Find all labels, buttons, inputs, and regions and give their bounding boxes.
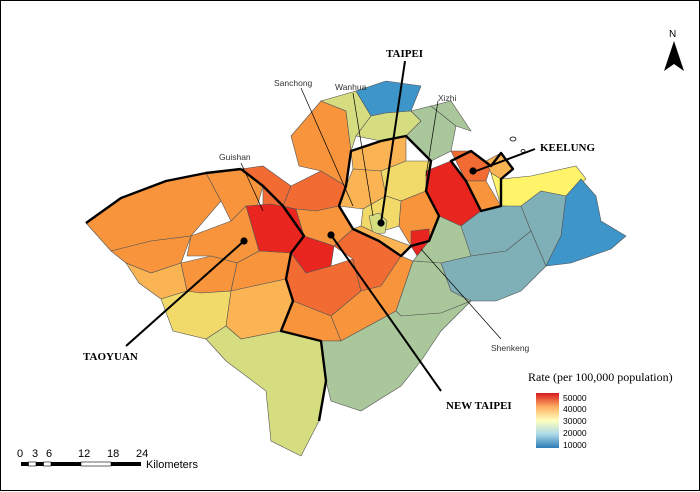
scale-segment: [51, 462, 81, 466]
district-polygon: [320, 300, 472, 412]
legend-tick: 40000: [563, 404, 587, 414]
legend: Rate (per 100,000 population) 50000 4000…: [528, 370, 673, 450]
city-label-taoyuan: TAOYUAN: [83, 351, 138, 363]
legend-colorbar: [536, 393, 559, 448]
leader-newtaipei: [330, 234, 442, 392]
legend-tick: 10000: [563, 440, 587, 450]
city-point-keelung: [469, 167, 477, 175]
district-label-xizhi: Xizhi: [438, 93, 457, 103]
leader-wanhua: [352, 92, 374, 217]
scale-segment: [80, 461, 112, 467]
scale-tick-label: 18: [107, 448, 119, 460]
city-point-taoyuan: [240, 237, 248, 245]
scale-tick-label: 0: [17, 448, 23, 460]
boundary-keelung: [449, 149, 515, 213]
leader-taipei: [380, 60, 406, 224]
legend-title: Rate (per 100,000 population): [528, 370, 673, 384]
scale-segment: [21, 462, 29, 466]
scale-segment: [43, 461, 52, 467]
district-polygon: [180, 255, 238, 294]
leader-xizhi: [425, 100, 439, 177]
legend-tick: 50000: [563, 393, 587, 403]
scale-tick-label: 6: [46, 448, 52, 460]
scale-tick-label: 24: [136, 448, 148, 460]
scale-tick-label: 3: [32, 448, 38, 460]
city-point-newtaipei: [327, 231, 335, 239]
leader-taoyuan: [125, 240, 245, 347]
north-arrow: N: [664, 29, 684, 71]
island: [509, 136, 517, 142]
city-label-newtaipei: NEW TAIPEI: [446, 400, 512, 412]
legend-tick: 20000: [563, 428, 587, 438]
district-label-guishan: Guishan: [219, 152, 251, 162]
scale-segment: [111, 462, 141, 466]
scale-tick-label: 12: [78, 448, 90, 460]
boundary-taoyuan-newtaipei: [240, 168, 328, 422]
labels: TAIPEI KEELUNG TAOYUAN NEW TAIPEI Wanhua…: [83, 48, 595, 412]
islands: [509, 136, 526, 153]
north-arrow-icon: [664, 41, 684, 71]
city-point-taipei: [377, 219, 385, 227]
district-polygon: [430, 100, 472, 132]
boundary-taipei: [337, 134, 441, 258]
coastline: [85, 167, 242, 224]
city-boundaries: [85, 134, 515, 422]
city-label-taipei: TAIPEI: [386, 48, 423, 60]
leader-guishan: [240, 162, 264, 212]
scale-segment: [36, 462, 44, 466]
district-polygon: [545, 178, 627, 267]
district-polygon: [205, 325, 327, 457]
leader-sanchong: [300, 87, 354, 207]
city-label-keelung: KEELUNG: [540, 142, 595, 154]
legend-tick: 30000: [563, 416, 587, 426]
north-label: N: [669, 29, 676, 40]
scale-bar: 0 3 6 12 18 24 Kilometers: [17, 448, 198, 471]
leader-keelung: [475, 148, 536, 172]
leaders: [125, 60, 536, 392]
scale-segment: [28, 461, 37, 467]
district-label-wanhua: Wanhua: [335, 82, 367, 92]
district-label-shenkeng: Shenkeng: [491, 343, 530, 353]
leader-shenkeng: [420, 248, 502, 340]
scale-unit-label: Kilometers: [146, 459, 198, 471]
district-label-sanchong: Sanchong: [274, 78, 313, 88]
